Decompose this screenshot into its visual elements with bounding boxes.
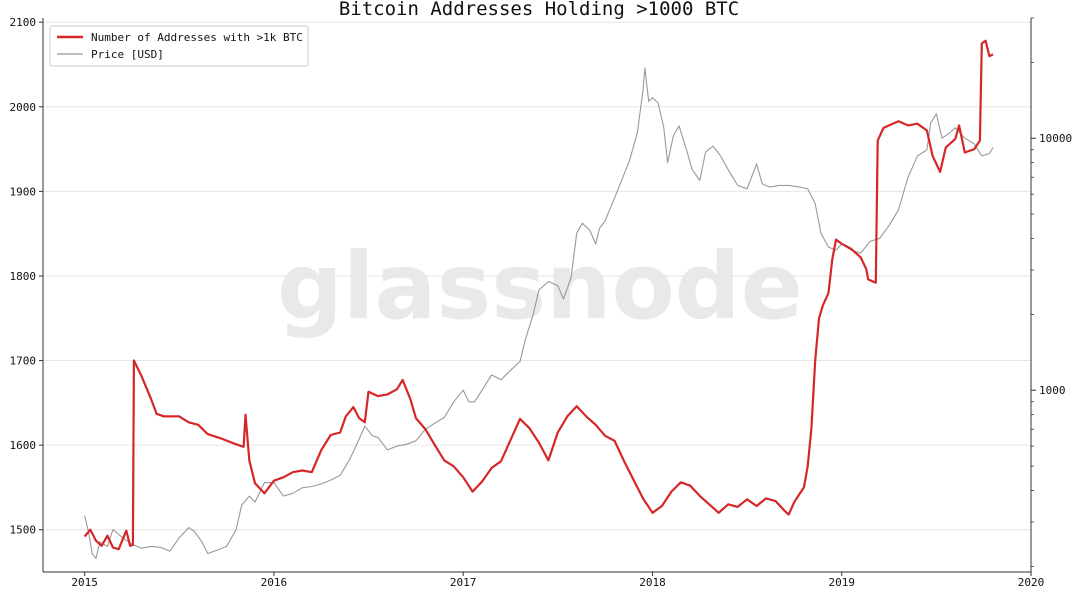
- watermark: glassnode: [277, 233, 803, 340]
- tick-label-left: 1800: [10, 270, 37, 283]
- tick-label-x: 2015: [71, 576, 98, 589]
- grid: [43, 21, 1031, 531]
- tick-label-left: 1600: [10, 439, 37, 452]
- series-line-price: [84, 67, 994, 560]
- chart-title: Bitcoin Addresses Holding >1000 BTC: [339, 0, 739, 20]
- tick-label-right: 1000: [1039, 384, 1066, 397]
- tick-label-left: 2000: [10, 101, 37, 114]
- legend-label-addresses: Number of Addresses with >1k BTC: [91, 31, 303, 44]
- tick-label-x: 2018: [639, 576, 666, 589]
- tick-label-right: 10000: [1039, 132, 1072, 145]
- tick-label-left: 1500: [10, 524, 37, 537]
- series-lines: [83, 39, 994, 560]
- legend-label-price: Price [USD]: [91, 48, 164, 61]
- tick-label-x: 2016: [261, 576, 288, 589]
- legend: Number of Addresses with >1k BTC Price […: [49, 25, 309, 67]
- tick-label-x: 2019: [828, 576, 855, 589]
- tick-label-left: 2100: [10, 16, 37, 29]
- tick-label-left: 1700: [10, 355, 37, 368]
- series-line-addresses: [83, 39, 994, 551]
- tick-label-x: 2017: [450, 576, 477, 589]
- tick-label-left: 1900: [10, 185, 37, 198]
- tick-label-x: 2020: [1018, 576, 1045, 589]
- legend-box: [49, 25, 309, 67]
- axes: 1500 1600 1700 1800 1900 2000 2100 2015 2016 2017…: [10, 16, 1073, 589]
